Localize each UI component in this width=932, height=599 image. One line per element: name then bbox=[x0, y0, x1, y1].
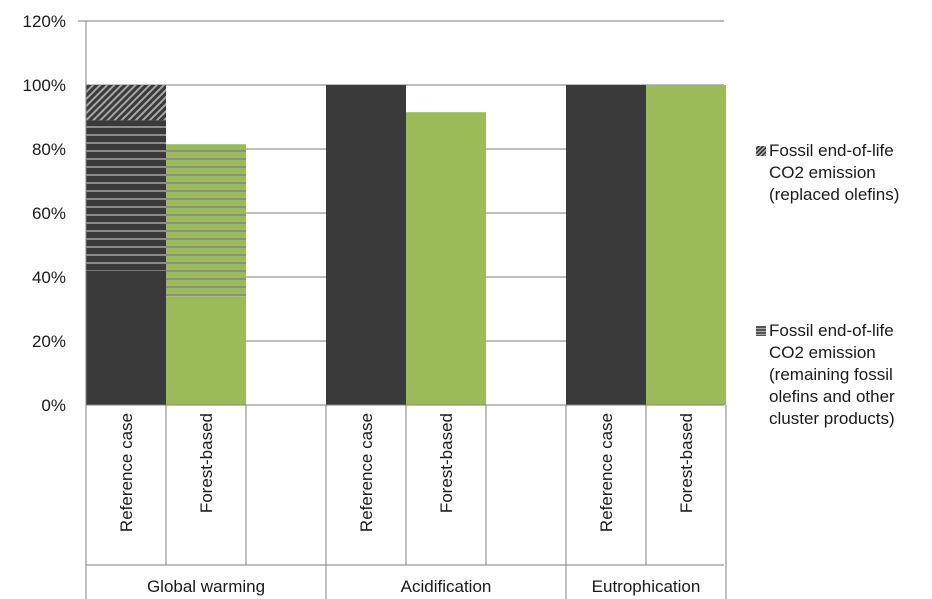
legend-label-remaining: Fossil end-of-life CO2 emission (remaini… bbox=[769, 321, 895, 428]
x-tick-label: Reference case bbox=[597, 413, 616, 532]
bar-segment bbox=[566, 85, 646, 405]
x-tick-label: Forest-based bbox=[437, 413, 456, 513]
y-tick-label: 100% bbox=[23, 76, 66, 95]
y-tick-label: 80% bbox=[32, 140, 66, 159]
y-tick-label: 120% bbox=[23, 12, 66, 31]
y-tick-label: 20% bbox=[32, 332, 66, 351]
legend-swatch-replaced bbox=[756, 146, 766, 156]
bar-segment-pattern bbox=[86, 85, 166, 121]
bar-segment bbox=[406, 112, 486, 405]
y-tick-label: 0% bbox=[41, 396, 66, 415]
group-label: Acidification bbox=[401, 577, 492, 596]
y-tick-label: 40% bbox=[32, 268, 66, 287]
bar-segment bbox=[86, 270, 166, 405]
group-label: Eutrophication bbox=[592, 577, 701, 596]
bar-segment bbox=[166, 296, 246, 405]
legend-label-replaced: Fossil end-of-life CO2 emission (replace… bbox=[769, 141, 900, 204]
axis-labels: 0% 20% 40% 60% 80% 100% 120% Reference case Fore… bbox=[23, 12, 701, 596]
bars bbox=[86, 85, 726, 405]
x-tick-label: Forest-based bbox=[197, 413, 216, 513]
group-label: Global warming bbox=[147, 577, 265, 596]
bar-segment bbox=[646, 85, 726, 405]
y-tick-label: 60% bbox=[32, 204, 66, 223]
legend-swatch-remaining bbox=[756, 326, 766, 336]
x-tick-label: Reference case bbox=[357, 413, 376, 532]
bar-segment-pattern bbox=[166, 144, 246, 297]
x-tick-label: Forest-based bbox=[677, 413, 696, 513]
axes bbox=[78, 20, 727, 599]
bar-segment-pattern bbox=[86, 120, 166, 271]
bar-segment bbox=[326, 85, 406, 405]
x-tick-label: Reference case bbox=[117, 413, 136, 532]
